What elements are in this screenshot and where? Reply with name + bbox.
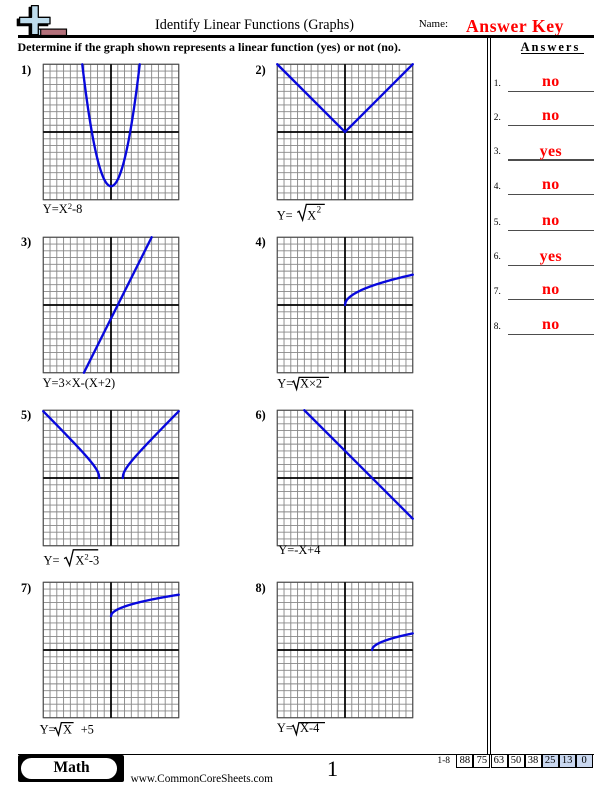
svg-text:Y=: Y= [277, 377, 293, 391]
svg-text:X: X [307, 209, 316, 223]
svg-text:+5: +5 [81, 723, 94, 737]
svg-text:X-4: X-4 [300, 721, 319, 735]
svg-text:X: X [75, 554, 84, 568]
svg-text:Y=: Y= [40, 723, 56, 737]
svg-text:X×2: X×2 [300, 377, 322, 391]
svg-text:X: X [63, 723, 72, 737]
svg-text:Y=: Y= [277, 721, 293, 735]
svg-text:2: 2 [84, 552, 88, 562]
svg-text:2: 2 [317, 205, 322, 215]
svg-text:Y=: Y= [277, 209, 293, 223]
svg-text:Y=: Y= [44, 554, 60, 568]
svg-text:-3: -3 [89, 554, 99, 568]
